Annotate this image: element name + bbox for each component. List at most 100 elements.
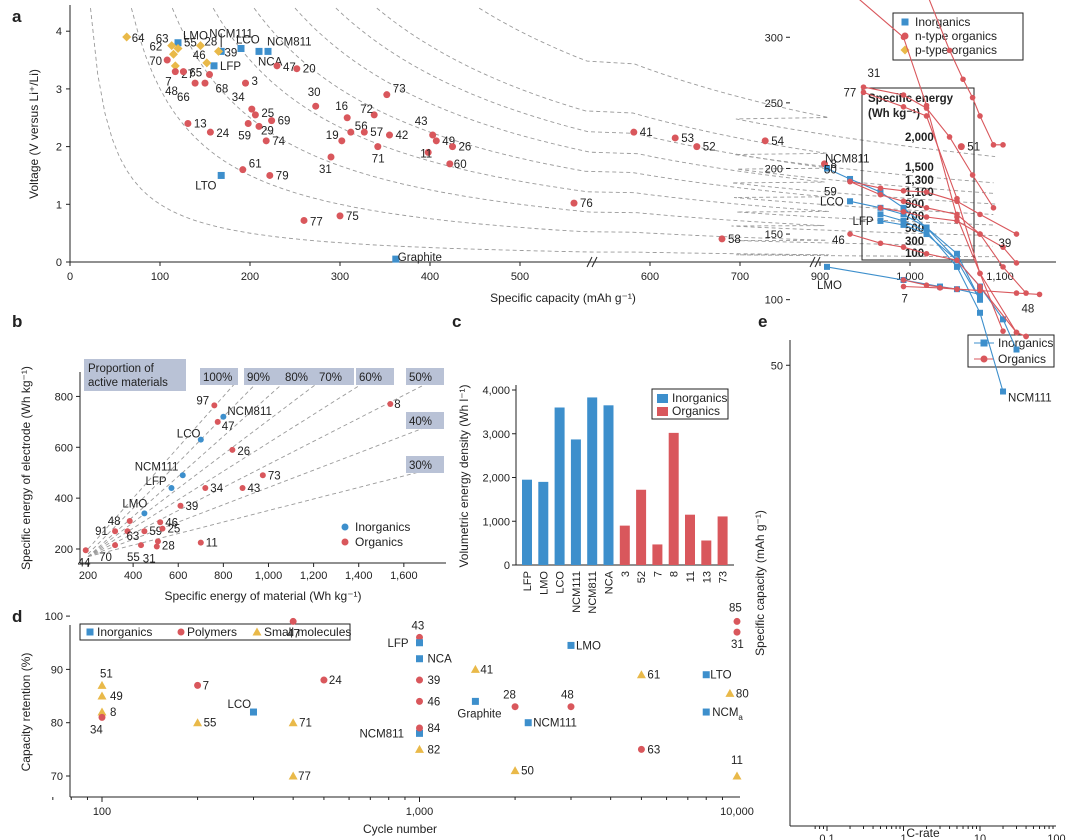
point-label-d-ncm-sub: a (738, 713, 743, 722)
point-e-11 (990, 142, 997, 148)
percent-label-b: 80% (285, 372, 308, 384)
point-label-a-LMO: LMO (183, 31, 208, 43)
point-a-3 (242, 79, 249, 87)
point-label-d-Graphite: Graphite (457, 708, 501, 720)
point-e-50 (954, 211, 960, 218)
point-label-d-49: 49 (110, 691, 123, 703)
tick-label-c-x: NCA (604, 570, 616, 594)
series-label-e-NCM111: NCM111 (1008, 393, 1052, 405)
tick-label-c-x: 8 (669, 571, 681, 577)
tick-label-b-x: 400 (124, 570, 142, 582)
point-a-68 (206, 70, 213, 78)
tick-label-b-y: 800 (55, 391, 73, 403)
series-line-e-LFP (880, 220, 1018, 350)
point-label-d-82: 82 (428, 744, 441, 756)
point-a-26 (449, 143, 456, 151)
point-d-47 (289, 617, 297, 625)
legend-a (892, 12, 1024, 61)
energy-contour-a (376, 7, 994, 184)
point-e-39 (1013, 260, 1020, 266)
point-a-49 (432, 137, 440, 145)
proportion-title-b1: Proportion of (88, 363, 155, 375)
tick-label-c-x: 52 (636, 571, 648, 583)
point-label-a-62: 62 (150, 41, 163, 53)
point-label-b-25: 25 (167, 524, 180, 536)
point-label-d-80: 80 (736, 688, 749, 700)
bar-c-7 (652, 544, 663, 565)
energy-label-a: 300 (905, 236, 924, 248)
tick-label-a-y: 1 (56, 199, 62, 211)
tick-label-b-y: 600 (55, 442, 73, 454)
point-a-52 (693, 143, 701, 151)
point-a-77 (300, 216, 308, 224)
energy-label-a: 1,500 (905, 162, 934, 174)
series-label-e-59: 59 (824, 187, 837, 199)
point-b-11 (197, 539, 204, 546)
point-label-a-75: 75 (346, 211, 359, 223)
tick-label-a-x: 900 (811, 271, 829, 283)
percent-label-b: 90% (247, 372, 270, 384)
point-a-58 (718, 235, 726, 243)
point-e-11 (946, 47, 953, 54)
tick-label-b-x: 1,400 (345, 570, 373, 582)
proportion-line-b (87, 380, 238, 550)
point-label-a-LCO: LCO (236, 35, 260, 47)
series-line-e-46 (849, 233, 1027, 337)
point-a-61 (239, 166, 247, 174)
point-label-d-51: 51 (100, 668, 113, 680)
point-e-46 (847, 231, 853, 237)
percent-box-b (282, 368, 320, 385)
point-b-39 (177, 502, 184, 509)
point-d-28 (511, 703, 519, 711)
point-label-b-LFP: LFP (145, 476, 166, 488)
point-d-50 (510, 766, 520, 775)
legend-label-c: Organics (672, 404, 720, 418)
legend-marker-a (901, 18, 909, 26)
point-a-57 (360, 128, 368, 136)
series-label-e-LCO: LCO (820, 196, 844, 208)
point-a-62 (169, 49, 178, 59)
bar-c-52 (636, 489, 647, 565)
point-label-a-65: 65 (189, 68, 202, 80)
point-label-b-44: 44 (78, 557, 91, 569)
axis-a-break-1 (809, 256, 816, 268)
tick-label-c-x: 73 (718, 571, 730, 583)
point-e-31 (923, 105, 930, 111)
point-b-25 (159, 525, 166, 532)
point-d-LMO (567, 641, 575, 649)
point-label-d-31: 31 (731, 639, 744, 651)
legend-marker-e (980, 339, 988, 347)
legend-label-b: Inorganics (355, 520, 410, 534)
point-label-a-74: 74 (272, 136, 285, 148)
point-label-a-60: 60 (454, 159, 467, 171)
point-e-59 (1013, 231, 1020, 237)
axis-title-a-y: Voltage (V versus Li⁺/Li) (27, 69, 41, 199)
point-d-11 (732, 771, 742, 780)
tick-label-b-x: 1,200 (300, 570, 328, 582)
point-label-d-46: 46 (428, 696, 441, 708)
proportion-line-b (87, 469, 427, 558)
point-b-28 (154, 538, 161, 545)
point-label-a-61: 61 (249, 159, 262, 171)
energy-contour-a (294, 7, 999, 205)
point-label-b-70: 70 (99, 552, 112, 564)
point-a-24 (206, 128, 214, 136)
point-e-59 (977, 211, 983, 218)
point-label-d-47: 47 (287, 628, 300, 640)
point-label-b-11: 11 (206, 538, 218, 550)
series-label-e-48: 48 (1022, 303, 1035, 315)
point-label-a-29: 29 (261, 125, 274, 137)
point-e-46 (954, 257, 960, 264)
point-e-46 (1013, 329, 1020, 336)
point-e-39 (1000, 244, 1006, 250)
point-label-d-LTO: LTO (710, 670, 731, 682)
point-e-59 (900, 187, 907, 194)
point-e-46 (900, 244, 907, 250)
point-label-d-24: 24 (329, 675, 342, 687)
point-b-44 (82, 547, 89, 554)
point-label-b-NCM811: NCM811 (227, 406, 272, 418)
point-e-50 (1000, 264, 1006, 270)
point-d-71 (288, 718, 298, 727)
point-label-a-7: 7 (165, 77, 171, 89)
